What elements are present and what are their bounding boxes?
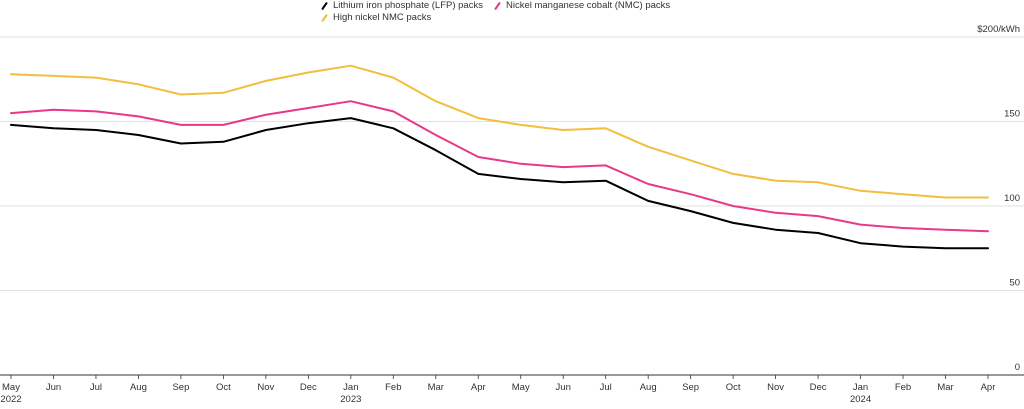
x-tick-year-label: 2024 bbox=[850, 394, 871, 405]
x-tick-label: Jan bbox=[853, 382, 868, 393]
x-tick-label: Aug bbox=[640, 382, 657, 393]
y-tick-label: 150 bbox=[1004, 109, 1020, 120]
x-tick-label: May bbox=[2, 382, 20, 393]
y-tick-label: 0 bbox=[1015, 362, 1020, 373]
series-line-0 bbox=[10, 117, 989, 250]
x-tick-label: Nov bbox=[767, 382, 784, 393]
legend-item-nmc: Nickel manganese cobalt (NMC) packs bbox=[493, 0, 670, 12]
x-tick-label: Dec bbox=[810, 382, 827, 393]
x-tick-label: Mar bbox=[937, 382, 953, 393]
legend-label-nmc: Nickel manganese cobalt (NMC) packs bbox=[505, 0, 671, 11]
x-tick-year-label: 2022 bbox=[0, 394, 21, 405]
x-tick-label: May bbox=[512, 382, 530, 393]
x-tick-label: Aug bbox=[130, 382, 147, 393]
x-tick-label: Jan bbox=[343, 382, 358, 393]
x-tick-label: Feb bbox=[895, 382, 911, 393]
y-tick-label: 50 bbox=[1009, 278, 1020, 289]
x-tick-label: Jun bbox=[556, 382, 571, 393]
legend-item-high-nickel: High nickel NMC packs bbox=[320, 12, 431, 24]
legend-label-lfp: Lithium iron phosphate (LFP) packs bbox=[333, 0, 483, 11]
x-tick-label: Mar bbox=[428, 382, 444, 393]
x-tick-year-label: 2023 bbox=[340, 394, 361, 405]
x-tick-label: Dec bbox=[300, 382, 317, 393]
x-tick-label: Jul bbox=[90, 382, 102, 393]
legend-item-lfp: Lithium iron phosphate (LFP) packs bbox=[320, 0, 483, 12]
x-tick-label: Oct bbox=[726, 382, 741, 393]
legend-row-2: High nickel NMC packs bbox=[320, 12, 680, 24]
series-line-2 bbox=[10, 64, 989, 199]
x-tick-label: Jul bbox=[600, 382, 612, 393]
x-tick-label: Feb bbox=[385, 382, 401, 393]
x-tick-label: Apr bbox=[471, 382, 486, 393]
y-tick-label: 100 bbox=[1004, 193, 1020, 204]
legend-label-high-nickel: High nickel NMC packs bbox=[333, 12, 432, 23]
x-tick-label: Jun bbox=[46, 382, 61, 393]
x-tick-label: Sep bbox=[172, 382, 189, 393]
x-tick-label: Sep bbox=[682, 382, 699, 393]
x-tick-label: Oct bbox=[216, 382, 231, 393]
x-tick-label: Apr bbox=[981, 382, 996, 393]
series-line-1 bbox=[10, 100, 989, 233]
y-tick-label: $200/kWh bbox=[977, 24, 1020, 35]
x-tick-label: Nov bbox=[257, 382, 274, 393]
legend: Lithium iron phosphate (LFP) packs Nicke… bbox=[320, 0, 680, 24]
legend-row-1: Lithium iron phosphate (LFP) packs Nicke… bbox=[320, 0, 680, 12]
